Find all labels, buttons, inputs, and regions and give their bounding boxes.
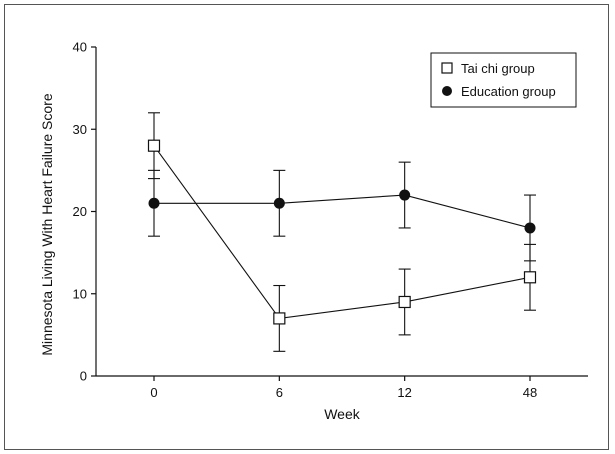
series-line [154,194,531,229]
x-tick-label: 12 [397,385,411,400]
series-tai-chi [147,112,537,352]
data-point-square [273,312,286,325]
x-tick-label: 0 [150,385,157,400]
y-tick-label: 20 [73,204,87,219]
legend-marker-filled-circle [442,86,452,96]
plot-area [147,112,537,352]
data-point-square [398,295,411,309]
legend-marker-open-square [441,62,453,74]
series-line [153,145,531,320]
y-tick-label: 40 [73,40,87,55]
legend-item-education: Education group [442,84,556,99]
legend-label: Education group [461,84,556,99]
data-point-circle [399,189,411,201]
legend: Tai chi group Education group [430,52,577,108]
y-tick-label: 30 [73,122,87,137]
x-tick-label: 48 [523,385,537,400]
x-ticks: 0 6 12 48 [150,376,537,400]
data-point-circle [148,197,160,209]
legend-item-tai-chi: Tai chi group [441,61,535,76]
data-point-square [147,139,161,152]
data-point-circle [524,222,536,234]
legend-box [430,52,577,108]
x-axis-title: Week [324,406,361,422]
data-point-circle [273,197,285,209]
data-point-square [523,271,537,284]
legend-label: Tai chi group [461,61,535,76]
series-education [148,161,536,262]
y-tick-label: 10 [73,286,87,301]
x-tick-label: 6 [276,385,283,400]
y-ticks: 0 10 20 30 40 [73,40,96,384]
y-tick-label: 0 [80,369,87,384]
y-axis-title: Minnesota Living With Heart Failure Scor… [39,93,55,355]
